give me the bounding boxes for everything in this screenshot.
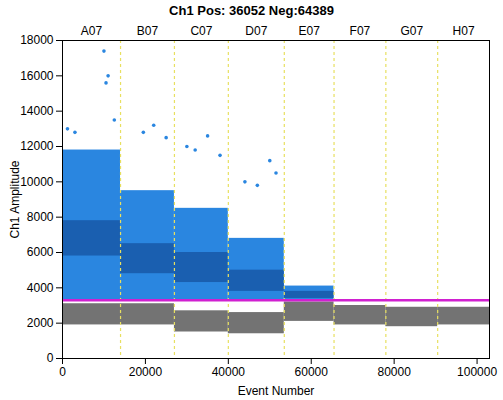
svg-text:12000: 12000 — [20, 139, 54, 153]
svg-text:20000: 20000 — [129, 365, 163, 379]
svg-text:B07: B07 — [137, 24, 159, 38]
svg-text:F07: F07 — [350, 24, 371, 38]
svg-text:Event Number: Event Number — [238, 384, 315, 398]
svg-text:D07: D07 — [245, 24, 267, 38]
svg-text:14000: 14000 — [20, 104, 54, 118]
svg-text:18000: 18000 — [20, 33, 54, 47]
svg-text:G07: G07 — [400, 24, 423, 38]
svg-text:C07: C07 — [190, 24, 212, 38]
svg-text:40000: 40000 — [212, 365, 246, 379]
svg-text:E07: E07 — [298, 24, 320, 38]
svg-text:0: 0 — [47, 351, 54, 365]
svg-text:100000: 100000 — [457, 365, 497, 379]
svg-text:60000: 60000 — [295, 365, 329, 379]
html-text:Ch1 Pos: 36052 Neg:64389: Ch1 Pos: 36052 Neg:64389 — [169, 3, 334, 18]
svg-text:4000: 4000 — [27, 281, 54, 295]
svg-text:A07: A07 — [81, 24, 103, 38]
svg-text:2000: 2000 — [27, 316, 54, 330]
svg-text:16000: 16000 — [20, 69, 54, 83]
svg-text:80000: 80000 — [377, 365, 411, 379]
svg-text:0: 0 — [59, 365, 66, 379]
svg-text:8000: 8000 — [27, 210, 54, 224]
svg-text:10000: 10000 — [20, 175, 54, 189]
svg-text:6000: 6000 — [27, 245, 54, 259]
svg-text:Ch1 Amplitude: Ch1 Amplitude — [8, 160, 22, 238]
svg-text:H07: H07 — [453, 24, 475, 38]
